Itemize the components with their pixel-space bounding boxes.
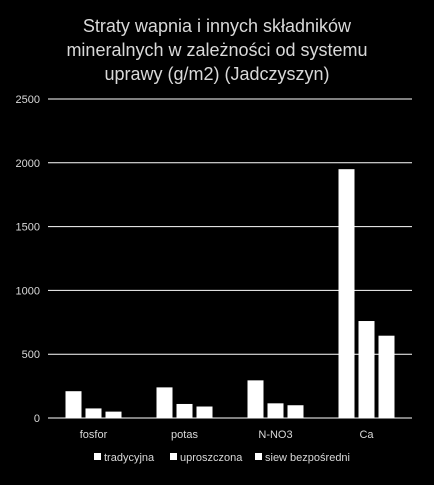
y-tick-label-1000: 1000 — [16, 285, 40, 297]
y-tick-label-500: 500 — [22, 349, 40, 361]
bar-Ca-siew-bezpośredni — [378, 335, 395, 418]
chart-title-line-3: uprawy (g/m2) (Jadczyszyn) — [104, 64, 330, 84]
y-tick-label-2500: 2500 — [16, 94, 40, 106]
bar-N-NO3-siew-bezpośredni — [287, 405, 304, 418]
x-tick-label-Ca: Ca — [359, 429, 374, 441]
legend-swatch-0 — [94, 453, 101, 460]
y-tick-label-2000: 2000 — [16, 158, 40, 170]
chart-title-line-1: Straty wapnia i innych składników — [82, 16, 352, 36]
legend-swatch-1 — [170, 453, 177, 460]
legend-label-1: uproszczona — [180, 452, 243, 464]
legend-swatch-2 — [255, 453, 262, 460]
bar-fosfor-siew-bezpośredni — [105, 411, 122, 418]
bar-potas-uproszczona — [176, 403, 193, 418]
x-tick-label-N-NO3: N-NO3 — [258, 429, 292, 441]
bar-Ca-tradycyjna — [338, 169, 355, 418]
bar-fosfor-uproszczona — [85, 408, 102, 418]
x-tick-label-potas: potas — [171, 429, 198, 441]
bar-N-NO3-tradycyjna — [247, 380, 264, 418]
x-tick-label-fosfor: fosfor — [80, 429, 108, 441]
bar-Ca-uproszczona — [358, 321, 375, 418]
bar-potas-tradycyjna — [156, 387, 173, 418]
chart-title-line-2: mineralnych w zależności od systemu — [66, 40, 368, 60]
legend-label-0: tradycyjna — [104, 452, 155, 464]
bar-N-NO3-uproszczona — [267, 403, 284, 418]
bar-fosfor-tradycyjna — [65, 391, 82, 418]
chart-title: Straty wapnia i innych składników minera… — [40, 14, 394, 86]
y-tick-label-0: 0 — [34, 413, 40, 425]
legend-label-2: siew bezpośredni — [265, 452, 350, 464]
bar-potas-siew-bezpośredni — [196, 406, 213, 418]
y-tick-label-1500: 1500 — [16, 222, 40, 234]
